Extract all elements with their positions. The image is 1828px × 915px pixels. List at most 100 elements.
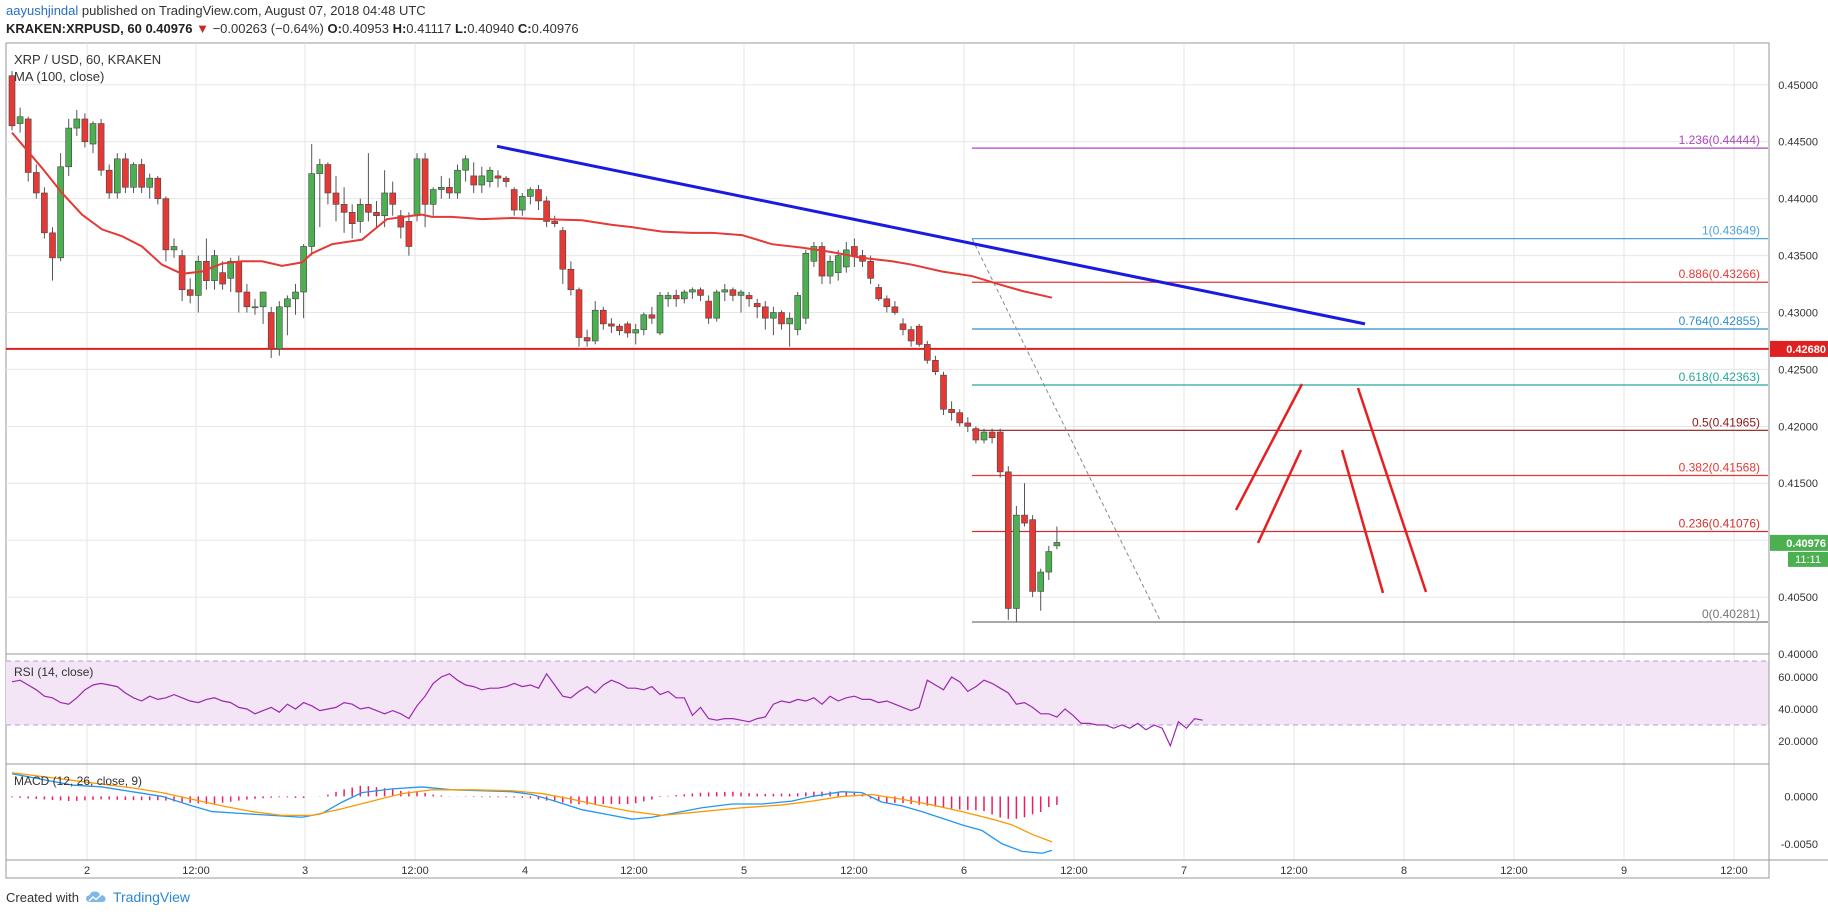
- candle-body: [1021, 514, 1028, 524]
- candle-body: [381, 192, 388, 217]
- candle-body: [705, 300, 712, 319]
- time-axis-label: 12:00: [401, 865, 429, 877]
- candle-body: [1004, 471, 1012, 609]
- candle-body: [243, 291, 251, 308]
- candle-body: [300, 246, 307, 293]
- support-price-tag-text: 0.42680: [1786, 344, 1826, 356]
- candle-body: [130, 164, 137, 188]
- time-axis-label: 12:00: [1280, 865, 1308, 877]
- price-tags: 0.42680 0.40976 11:11: [1770, 340, 1828, 567]
- candle-body: [891, 306, 899, 313]
- candle-body: [535, 189, 542, 202]
- candle-body: [632, 329, 640, 334]
- candle-body: [373, 212, 380, 217]
- candle-body: [365, 204, 372, 213]
- candle-body: [24, 118, 32, 173]
- rsi-axis-label: 40.0000: [1778, 704, 1818, 716]
- macd-line: [11, 773, 1053, 854]
- last-price-tag-text: 0.40976: [1786, 538, 1826, 550]
- candle-body: [915, 325, 923, 345]
- candle-body: [778, 312, 785, 325]
- high-value: 0.41117: [406, 21, 452, 36]
- candle-body: [8, 75, 16, 127]
- tradingview-link[interactable]: TradingView: [112, 889, 191, 905]
- candle-body: [972, 428, 980, 441]
- publish-header: aayushjindal published on TradingView.co…: [6, 3, 426, 18]
- candle-body: [802, 253, 810, 319]
- created-with-label: Created with: [6, 889, 79, 905]
- ma-line: [11, 131, 1053, 299]
- candle-body: [964, 422, 972, 427]
- candle-body: [875, 287, 883, 300]
- candle-body: [332, 192, 340, 205]
- price-chart[interactable]: 1.236(0.44444) 1(0.43649) 0.886(0.43266) 0.…: [0, 0, 1828, 880]
- close-label: C:: [517, 21, 532, 36]
- price-axis-label: 0.45000: [1778, 80, 1818, 92]
- candle-body: [16, 116, 24, 124]
- author-link[interactable]: aayushjindal: [6, 3, 79, 18]
- candle-body: [292, 291, 299, 300]
- candle-body: [73, 118, 81, 129]
- rsi-pane: 60.0000 40.0000 20.0000: [6, 660, 1818, 748]
- rsi-legend: RSI (14, close): [14, 665, 93, 679]
- candle-body: [122, 158, 129, 188]
- price-change: −0.00263 (−0.64%): [212, 21, 324, 36]
- projection-arrows: [1234, 383, 1428, 594]
- macd-pane: 0.0000 -0.0050: [11, 772, 1818, 854]
- candle-body: [518, 196, 526, 211]
- price-axis-label: 0.40000: [1778, 649, 1818, 661]
- projection-arrow: [1256, 449, 1303, 544]
- rsi-axis-label: 60.0000: [1778, 672, 1818, 684]
- candle-body: [664, 295, 672, 300]
- candle-body: [105, 169, 113, 194]
- fib-level-label: 0.886(0.43266): [1679, 267, 1760, 281]
- price-axis-label: 0.44000: [1778, 194, 1818, 206]
- time-axis-label: 12:00: [840, 865, 868, 877]
- candle-body: [324, 164, 332, 194]
- footer: Created with TradingView: [6, 889, 190, 905]
- candle-body: [405, 221, 413, 247]
- last-price: 0.40976: [145, 21, 193, 36]
- macd-axis-label: -0.0050: [1781, 839, 1818, 851]
- candle-body: [737, 291, 745, 296]
- candle-body: [948, 408, 955, 413]
- fib-anchor-line: [971, 238, 1162, 623]
- candle-body: [656, 295, 664, 334]
- candle-body: [259, 291, 267, 308]
- candle-body: [996, 431, 1004, 473]
- candle-body: [559, 230, 567, 270]
- candle-body: [446, 186, 453, 194]
- candle-body: [154, 177, 162, 199]
- candle-body: [1029, 519, 1036, 592]
- last-price-tag: [1770, 534, 1828, 551]
- candle-body: [697, 289, 704, 296]
- price-axis-label: 0.41500: [1778, 478, 1818, 490]
- time-axis: 2 12:00 3 12:00 4 12:00 5 12:00 6 12:00 7 12:00 8 12:…: [84, 865, 1748, 877]
- candle-body: [195, 260, 202, 296]
- candle-body: [227, 260, 234, 279]
- candle-body: [851, 246, 858, 256]
- price-axis-label: 0.42500: [1778, 364, 1818, 376]
- candle-body: [1045, 551, 1053, 573]
- candle-body: [786, 317, 793, 325]
- signal-line: [11, 772, 1053, 843]
- candle-body: [494, 175, 502, 179]
- bearish-trend-line[interactable]: [496, 144, 1366, 326]
- open-label: O:: [327, 21, 342, 36]
- candle-body: [462, 158, 469, 171]
- time-axis-label: 4: [522, 865, 528, 877]
- candle-body: [510, 189, 518, 211]
- candle-body: [146, 177, 153, 188]
- candle-body: [810, 246, 818, 262]
- low-label: L:: [454, 21, 468, 36]
- time-axis-label: 12:00: [620, 865, 648, 877]
- candle-body: [624, 323, 631, 334]
- fibonacci-levels: 1.236(0.44444) 1(0.43649) 0.886(0.43266) 0.…: [972, 133, 1768, 623]
- candle-body: [883, 298, 891, 308]
- candle-body: [316, 164, 324, 174]
- candle-body: [267, 312, 275, 350]
- candle-body: [599, 309, 607, 325]
- candle-body: [138, 164, 145, 188]
- ma-legend: MA (100, close): [14, 69, 104, 84]
- high-label: H:: [392, 21, 407, 36]
